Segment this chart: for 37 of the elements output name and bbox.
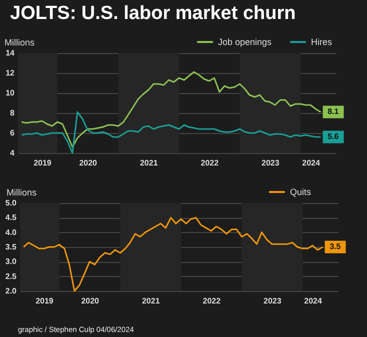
y-tick-label: 14 <box>6 48 16 58</box>
y-tick-label: 3.5 <box>5 242 18 252</box>
x-tick-label: 2021 <box>142 296 160 306</box>
y-tick-label: 10 <box>6 88 16 98</box>
data-label: 3.5 <box>330 242 342 251</box>
x-tick-label: 2024 <box>302 158 320 168</box>
x-tick-label: 2020 <box>79 158 98 168</box>
y-tick-label: 4.0 <box>5 228 18 237</box>
x-tick-label: 2024 <box>304 296 322 306</box>
legend-label: Quits <box>290 187 312 197</box>
legend-label: Hires <box>311 37 332 47</box>
y-tick-label: 5.0 <box>5 198 18 208</box>
line-series <box>22 216 324 292</box>
y-tick-label: 3.0 <box>5 257 18 266</box>
data-label: 5.6 <box>328 132 340 141</box>
x-tick-label: 2021 <box>140 158 158 168</box>
x-tick-label: 2022 <box>202 296 222 306</box>
y-axis-title: Millions <box>4 38 36 48</box>
legend-label: Job openings <box>218 37 272 47</box>
x-tick-label: 2020 <box>81 296 100 306</box>
y-axis-title: Millions <box>6 188 38 198</box>
y-tick-label: 8 <box>10 108 16 118</box>
chart-title: JOLTS: U.S. labor market churn <box>10 3 296 24</box>
x-tick-label: 2019 <box>34 158 52 168</box>
y-tick-label: 2.5 <box>5 272 18 281</box>
y-tick-label: 6 <box>10 128 16 138</box>
y-tick-label: 2.0 <box>5 286 18 296</box>
y-tick-label: 12 <box>6 68 16 78</box>
line-series <box>20 71 322 148</box>
x-tick-label: 2023 <box>264 296 282 306</box>
x-tick-label: 2019 <box>36 296 54 306</box>
data-label: 8.1 <box>328 107 340 116</box>
y-tick-label: 4.5 <box>5 213 18 222</box>
x-tick-label: 2022 <box>200 158 220 168</box>
x-tick-label: 2023 <box>262 158 280 168</box>
y-tick-label: 4 <box>10 148 16 158</box>
line-series <box>20 111 322 154</box>
